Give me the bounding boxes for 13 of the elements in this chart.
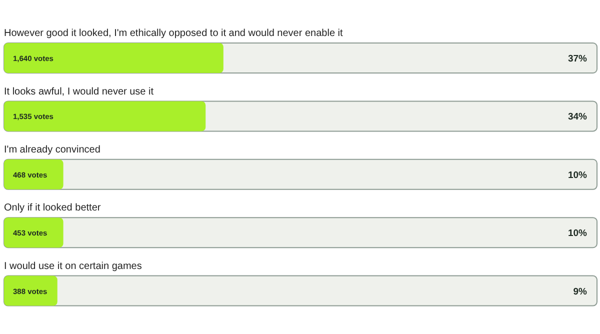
bar [4, 159, 64, 190]
data-label: 37% [568, 54, 588, 64]
y-tick-label: Only if it looked better [4, 202, 102, 214]
bar [4, 276, 58, 306]
data-label: 10% [568, 228, 588, 240]
y-tick-label: I would use it on certain games [4, 260, 142, 272]
data-label: 9% [573, 286, 588, 298]
y-tick-label: It looks awful, I would never use it [4, 86, 154, 98]
y-tick-label: However good it looked, I'm ethically opposed to it and would never enable it [4, 28, 343, 40]
data-label: 34% [568, 112, 588, 123]
y-tick-label: I'm already convinced [4, 144, 100, 156]
data-label: 10% [568, 170, 588, 181]
bar [4, 218, 64, 248]
